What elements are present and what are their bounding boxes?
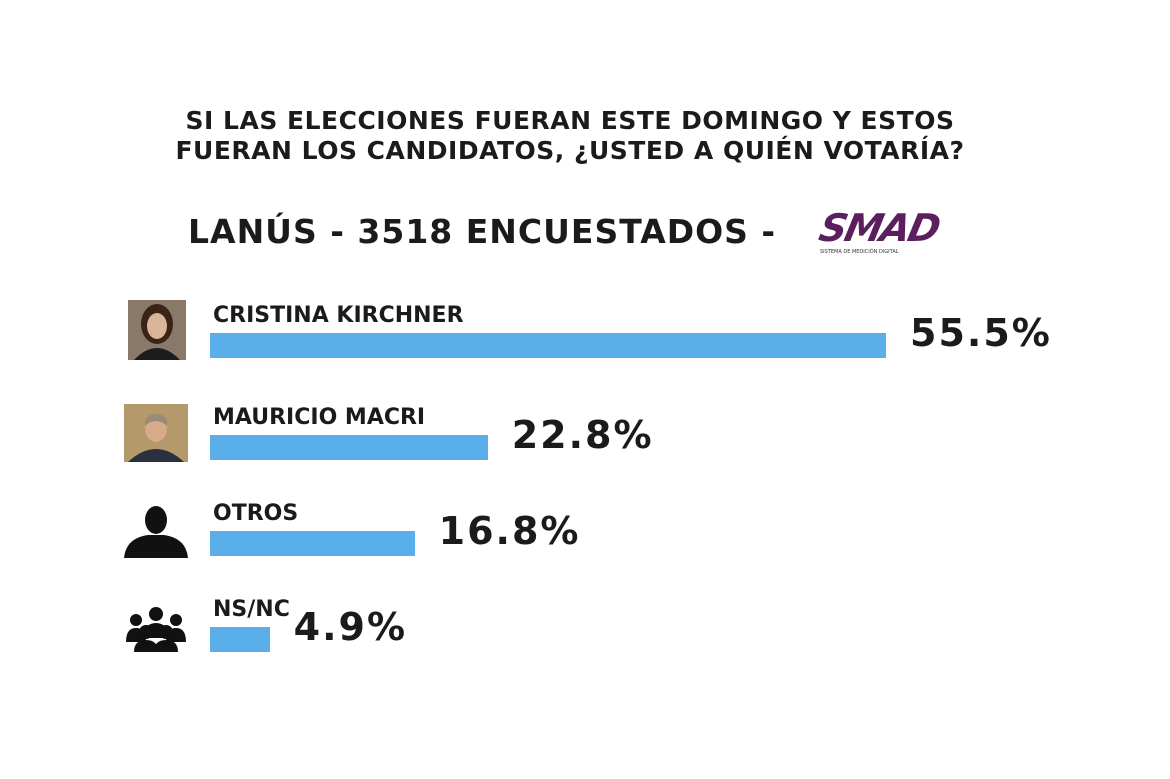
person-icon	[124, 506, 188, 558]
portrait-icon	[124, 404, 188, 462]
bar	[210, 435, 488, 460]
category-label: NS/NC	[213, 597, 290, 622]
logo: SMAD	[815, 206, 943, 250]
bar	[210, 333, 886, 358]
group-icon	[126, 607, 186, 652]
bar	[210, 531, 415, 556]
value-label: 16.8%	[438, 509, 581, 553]
portrait-icon	[128, 300, 186, 360]
chart-title: SI LAS ELECCIONES FUERAN ESTE DOMINGO Y …	[175, 106, 965, 165]
category-label: CRISTINA KIRCHNER	[213, 303, 464, 328]
chart-subtitle: LANÚS - 3518 ENCUESTADOS -	[188, 212, 777, 251]
category-label: MAURICIO MACRI	[213, 405, 426, 430]
logo-tagline: SISTEMA DE MEDICIÓN DIGITAL	[820, 249, 899, 255]
bar	[210, 627, 270, 652]
value-label: 55.5%	[910, 311, 1052, 355]
category-label: OTROS	[213, 501, 299, 526]
value-label: 4.9%	[293, 605, 408, 649]
value-label: 22.8%	[511, 413, 654, 457]
